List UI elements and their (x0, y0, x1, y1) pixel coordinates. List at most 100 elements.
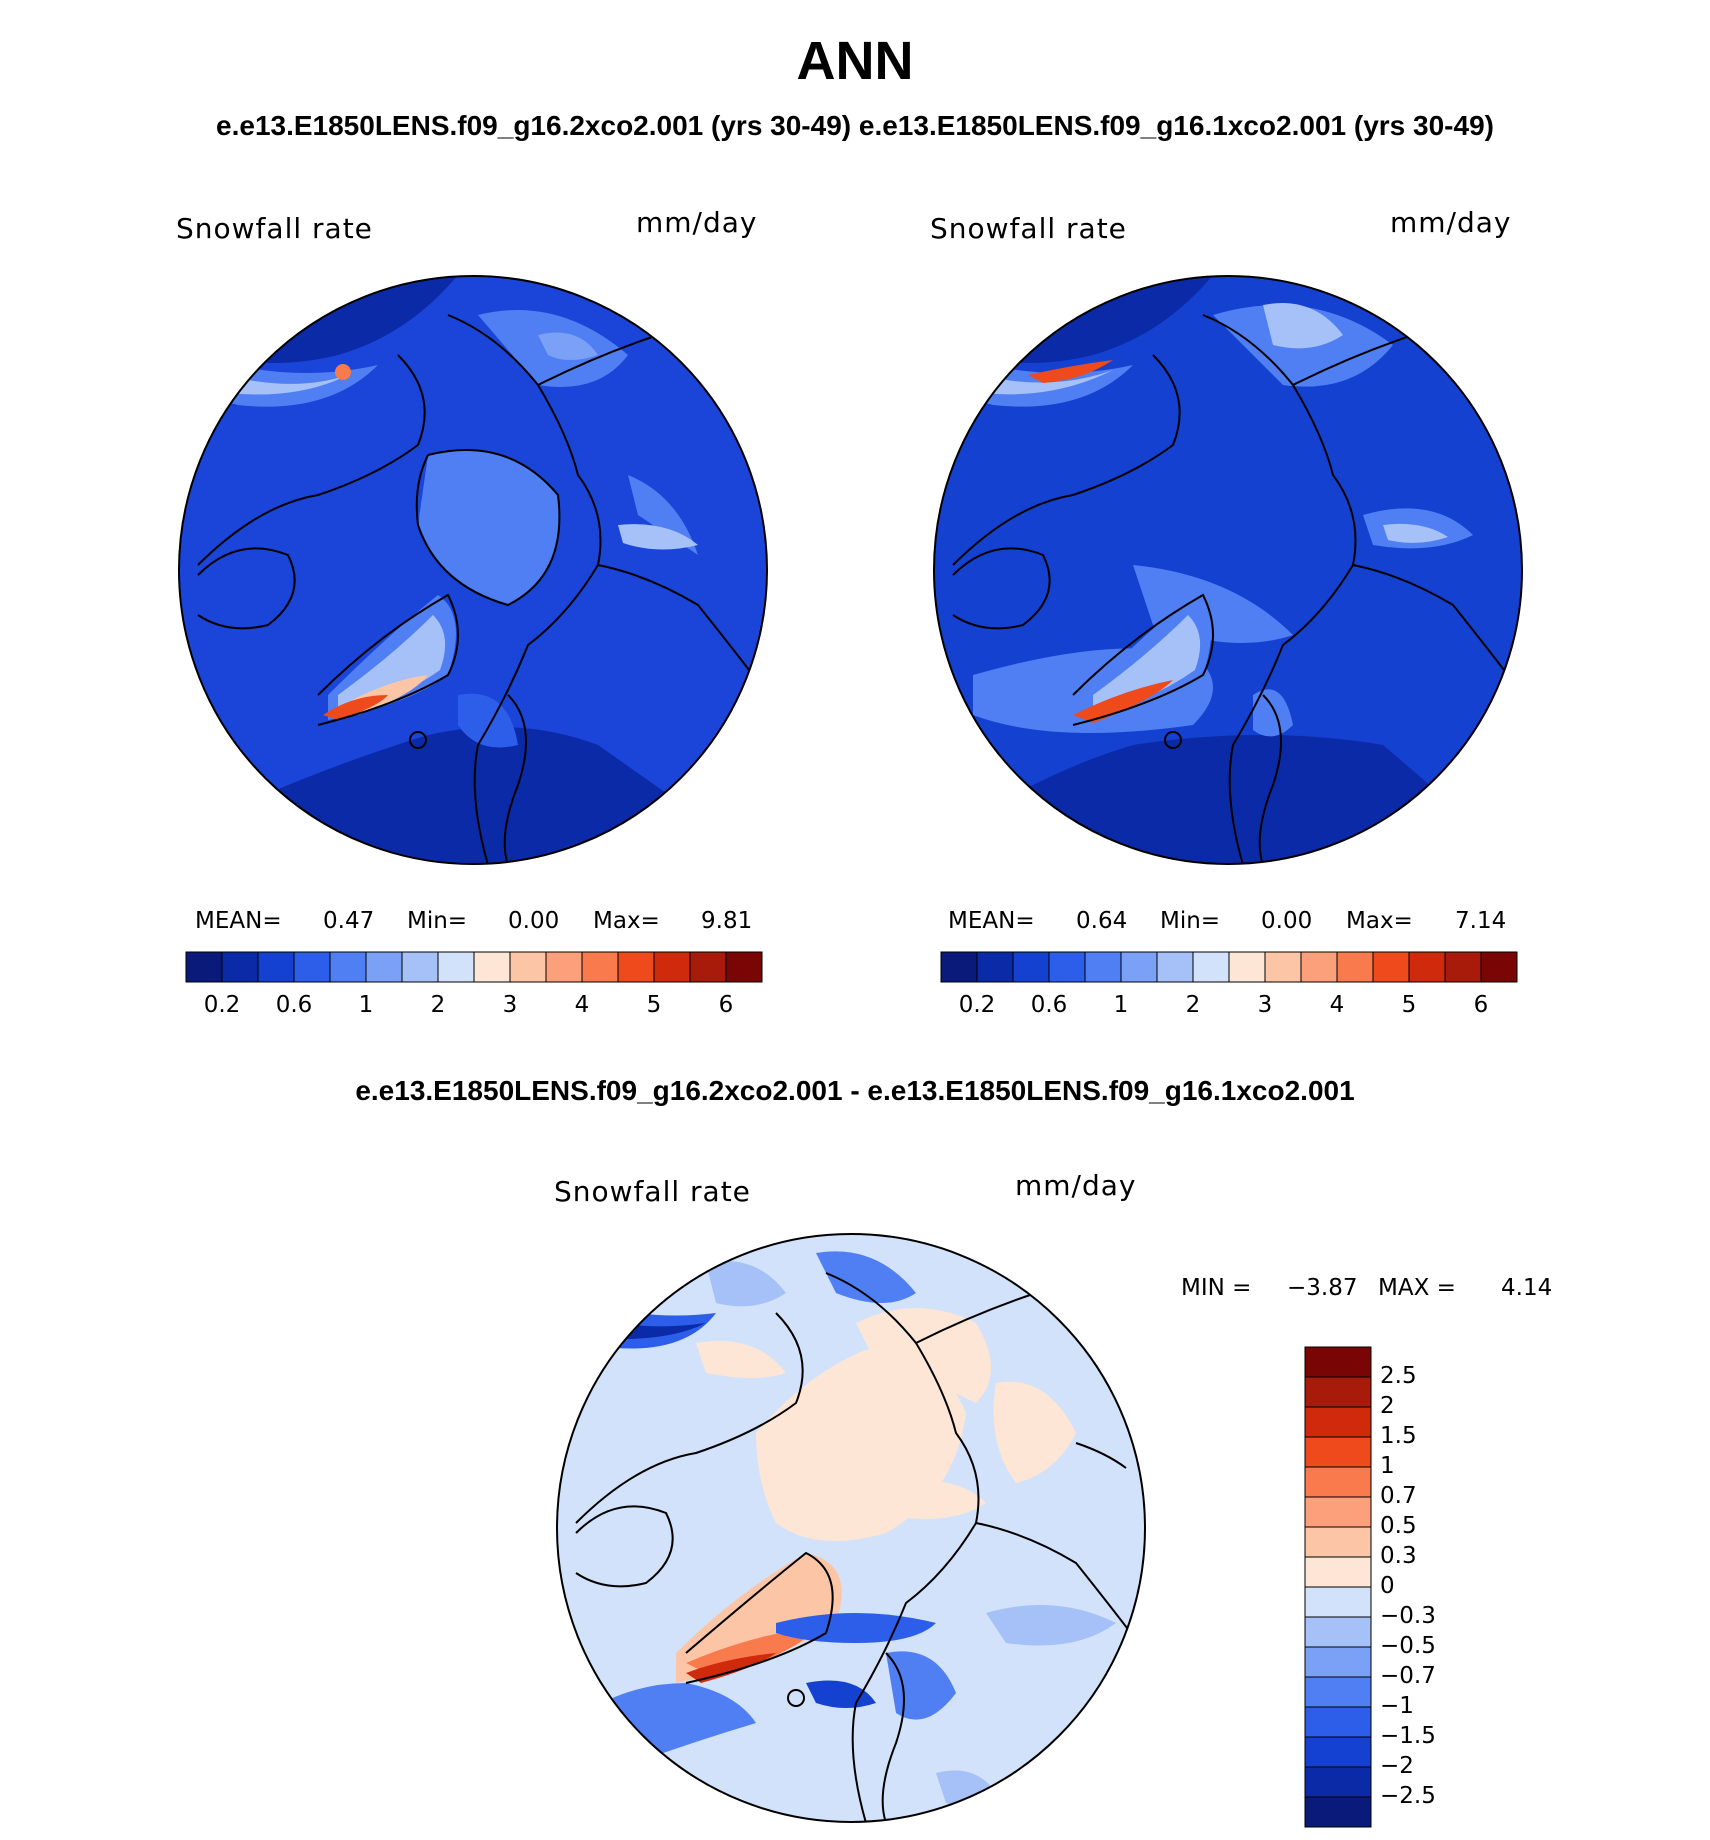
diff-colorbar-swatch (1304, 1646, 1372, 1678)
panel2-max-label: Max= (1346, 908, 1413, 934)
diff-colorbar-swatch (1304, 1706, 1372, 1738)
panel2-colorbar-swatch (1192, 951, 1230, 983)
panel2-colorbar-swatch (1408, 951, 1446, 983)
diff-colorbar-swatch (1304, 1736, 1372, 1768)
panel1-colorbar-swatch (509, 951, 547, 983)
diff-colorbar-tick-label: −1.5 (1380, 1723, 1436, 1749)
panel1-colorbar-swatch (437, 951, 475, 983)
diff-colorbar-tick-label: −2.5 (1380, 1783, 1436, 1809)
panel2-mean-value: 0.64 (1076, 908, 1128, 934)
panel1-variable-label: Snowfall rate (176, 212, 373, 245)
panel1-polar-map (178, 275, 768, 865)
diff-colorbar-tick-label: −2 (1380, 1753, 1414, 1779)
panel1-colorbar-tick-label: 0.6 (275, 992, 313, 1018)
panel1-colorbar-tick-label: 5 (646, 992, 662, 1018)
panel2-min-label: Min= (1160, 908, 1221, 934)
panel1-colorbar-swatch (725, 951, 763, 983)
diff-colorbar-swatch (1304, 1496, 1372, 1528)
panel1-colorbar-swatch (257, 951, 295, 983)
diff-colorbar-tick-label: 0.7 (1380, 1483, 1417, 1509)
panel1-max-value: 9.81 (701, 908, 753, 934)
panel2-colorbar-swatch (1336, 951, 1374, 983)
diff-colorbar-swatch (1304, 1466, 1372, 1498)
diff-colorbar-swatch (1304, 1766, 1372, 1798)
panel1-units-label: mm/day (636, 206, 758, 239)
panel1-colorbar-swatch (689, 951, 727, 983)
panel2-max-value: 7.14 (1455, 908, 1507, 934)
panel2-colorbar-swatch (1012, 951, 1050, 983)
panel1-colorbar-tick-label: 0.2 (203, 992, 241, 1018)
panel2-colorbar-tick-label: 0.6 (1030, 992, 1068, 1018)
panel2-colorbar-swatch (1048, 951, 1086, 983)
panel1-colorbar (185, 951, 763, 983)
diff-max-label: MAX = (1378, 1275, 1456, 1301)
panel1-colorbar-swatch (185, 951, 223, 983)
diff-title: e.e13.E1850LENS.f09_g16.2xco2.001 - e.e1… (355, 1075, 1355, 1106)
panel2-colorbar-swatch (1300, 951, 1338, 983)
panel1-colorbar-swatch (581, 951, 619, 983)
diff-variable-label: Snowfall rate (554, 1175, 751, 1208)
diff-colorbar-ticks: 2.5 2 1.5 1 0.7 0.5 0.3 0 −0.3 −0.5 −0.7 −1 −1.5 −2 −2… (1380, 1347, 1460, 1827)
diff-colorbar-swatch (1304, 1346, 1372, 1378)
diff-colorbar-tick-label: 0 (1380, 1573, 1395, 1599)
diff-colorbar (1304, 1346, 1372, 1828)
panel2-colorbar-swatch (940, 951, 978, 983)
diff-colorbar-tick-label: 1.5 (1380, 1423, 1417, 1449)
panel1-min-value: 0.00 (508, 908, 560, 934)
panel1-colorbar-swatch (653, 951, 691, 983)
diff-colorbar-swatch (1304, 1556, 1372, 1588)
panel2-colorbar-swatch (1372, 951, 1410, 983)
diff-colorbar-tick-label: −0.7 (1380, 1663, 1436, 1689)
figure-title: ANN (796, 31, 914, 91)
diff-colorbar-tick-label: −0.3 (1380, 1603, 1436, 1629)
panel1-colorbar-tick-label: 6 (718, 992, 734, 1018)
panel2-colorbar-swatch (1156, 951, 1194, 983)
panel1-min-label: Min= (407, 908, 468, 934)
panel2-colorbar-swatch (976, 951, 1014, 983)
panel2-colorbar (940, 951, 1518, 983)
diff-colorbar-swatch (1304, 1376, 1372, 1408)
panel1-mean-label: MEAN= (195, 908, 282, 934)
panel2-variable-label: Snowfall rate (930, 212, 1127, 245)
figure-subtitle: e.e13.E1850LENS.f09_g16.2xco2.001 (yrs 3… (216, 110, 1494, 141)
panel2-colorbar-ticks: 0.2 0.6 1 2 3 4 5 6 (941, 992, 1517, 1022)
panel1-colorbar-tick-label: 2 (430, 992, 446, 1018)
panel2-colorbar-tick-label: 6 (1473, 992, 1489, 1018)
panel1-colorbar-swatch (401, 951, 439, 983)
panel1-colorbar-swatch (293, 951, 331, 983)
panel2-colorbar-swatch (1120, 951, 1158, 983)
diff-max-value: 4.14 (1501, 1275, 1553, 1301)
diff-colorbar-swatch (1304, 1616, 1372, 1648)
panel2-polar-map (933, 275, 1523, 865)
panel2-colorbar-tick-label: 2 (1185, 992, 1201, 1018)
panel1-colorbar-tick-label: 4 (574, 992, 590, 1018)
panel2-colorbar-tick-label: 5 (1401, 992, 1417, 1018)
diff-colorbar-swatch (1304, 1526, 1372, 1558)
diff-min-label: MIN = (1181, 1275, 1252, 1301)
diff-colorbar-tick-label: 1 (1380, 1453, 1395, 1479)
panel2-colorbar-swatch (1264, 951, 1302, 983)
panel1-colorbar-swatch (545, 951, 583, 983)
diff-colorbar-swatch (1304, 1436, 1372, 1468)
panel1-colorbar-swatch (473, 951, 511, 983)
diff-colorbar-tick-label: 2.5 (1380, 1363, 1417, 1389)
panel2-colorbar-swatch (1228, 951, 1266, 983)
diff-min-value: −3.87 (1287, 1275, 1358, 1301)
diff-colorbar-swatch (1304, 1586, 1372, 1618)
diff-colorbar-swatch (1304, 1796, 1372, 1828)
panel1-colorbar-swatch (221, 951, 259, 983)
diff-polar-map (556, 1233, 1146, 1823)
panel2-colorbar-swatch (1084, 951, 1122, 983)
panel1-colorbar-ticks: 0.2 0.6 1 2 3 4 5 6 (186, 992, 762, 1022)
diff-colorbar-tick-label: 0.3 (1380, 1543, 1417, 1569)
diff-colorbar-tick-label: 2 (1380, 1393, 1395, 1419)
diff-colorbar-swatch (1304, 1406, 1372, 1438)
panel2-colorbar-tick-label: 3 (1257, 992, 1273, 1018)
panel2-colorbar-tick-label: 1 (1113, 992, 1129, 1018)
panel1-colorbar-tick-label: 1 (358, 992, 374, 1018)
panel1-colorbar-swatch (617, 951, 655, 983)
panel2-colorbar-swatch (1444, 951, 1482, 983)
panel1-colorbar-swatch (365, 951, 403, 983)
diff-colorbar-tick-label: −1 (1380, 1693, 1414, 1719)
panel2-colorbar-tick-label: 0.2 (958, 992, 996, 1018)
